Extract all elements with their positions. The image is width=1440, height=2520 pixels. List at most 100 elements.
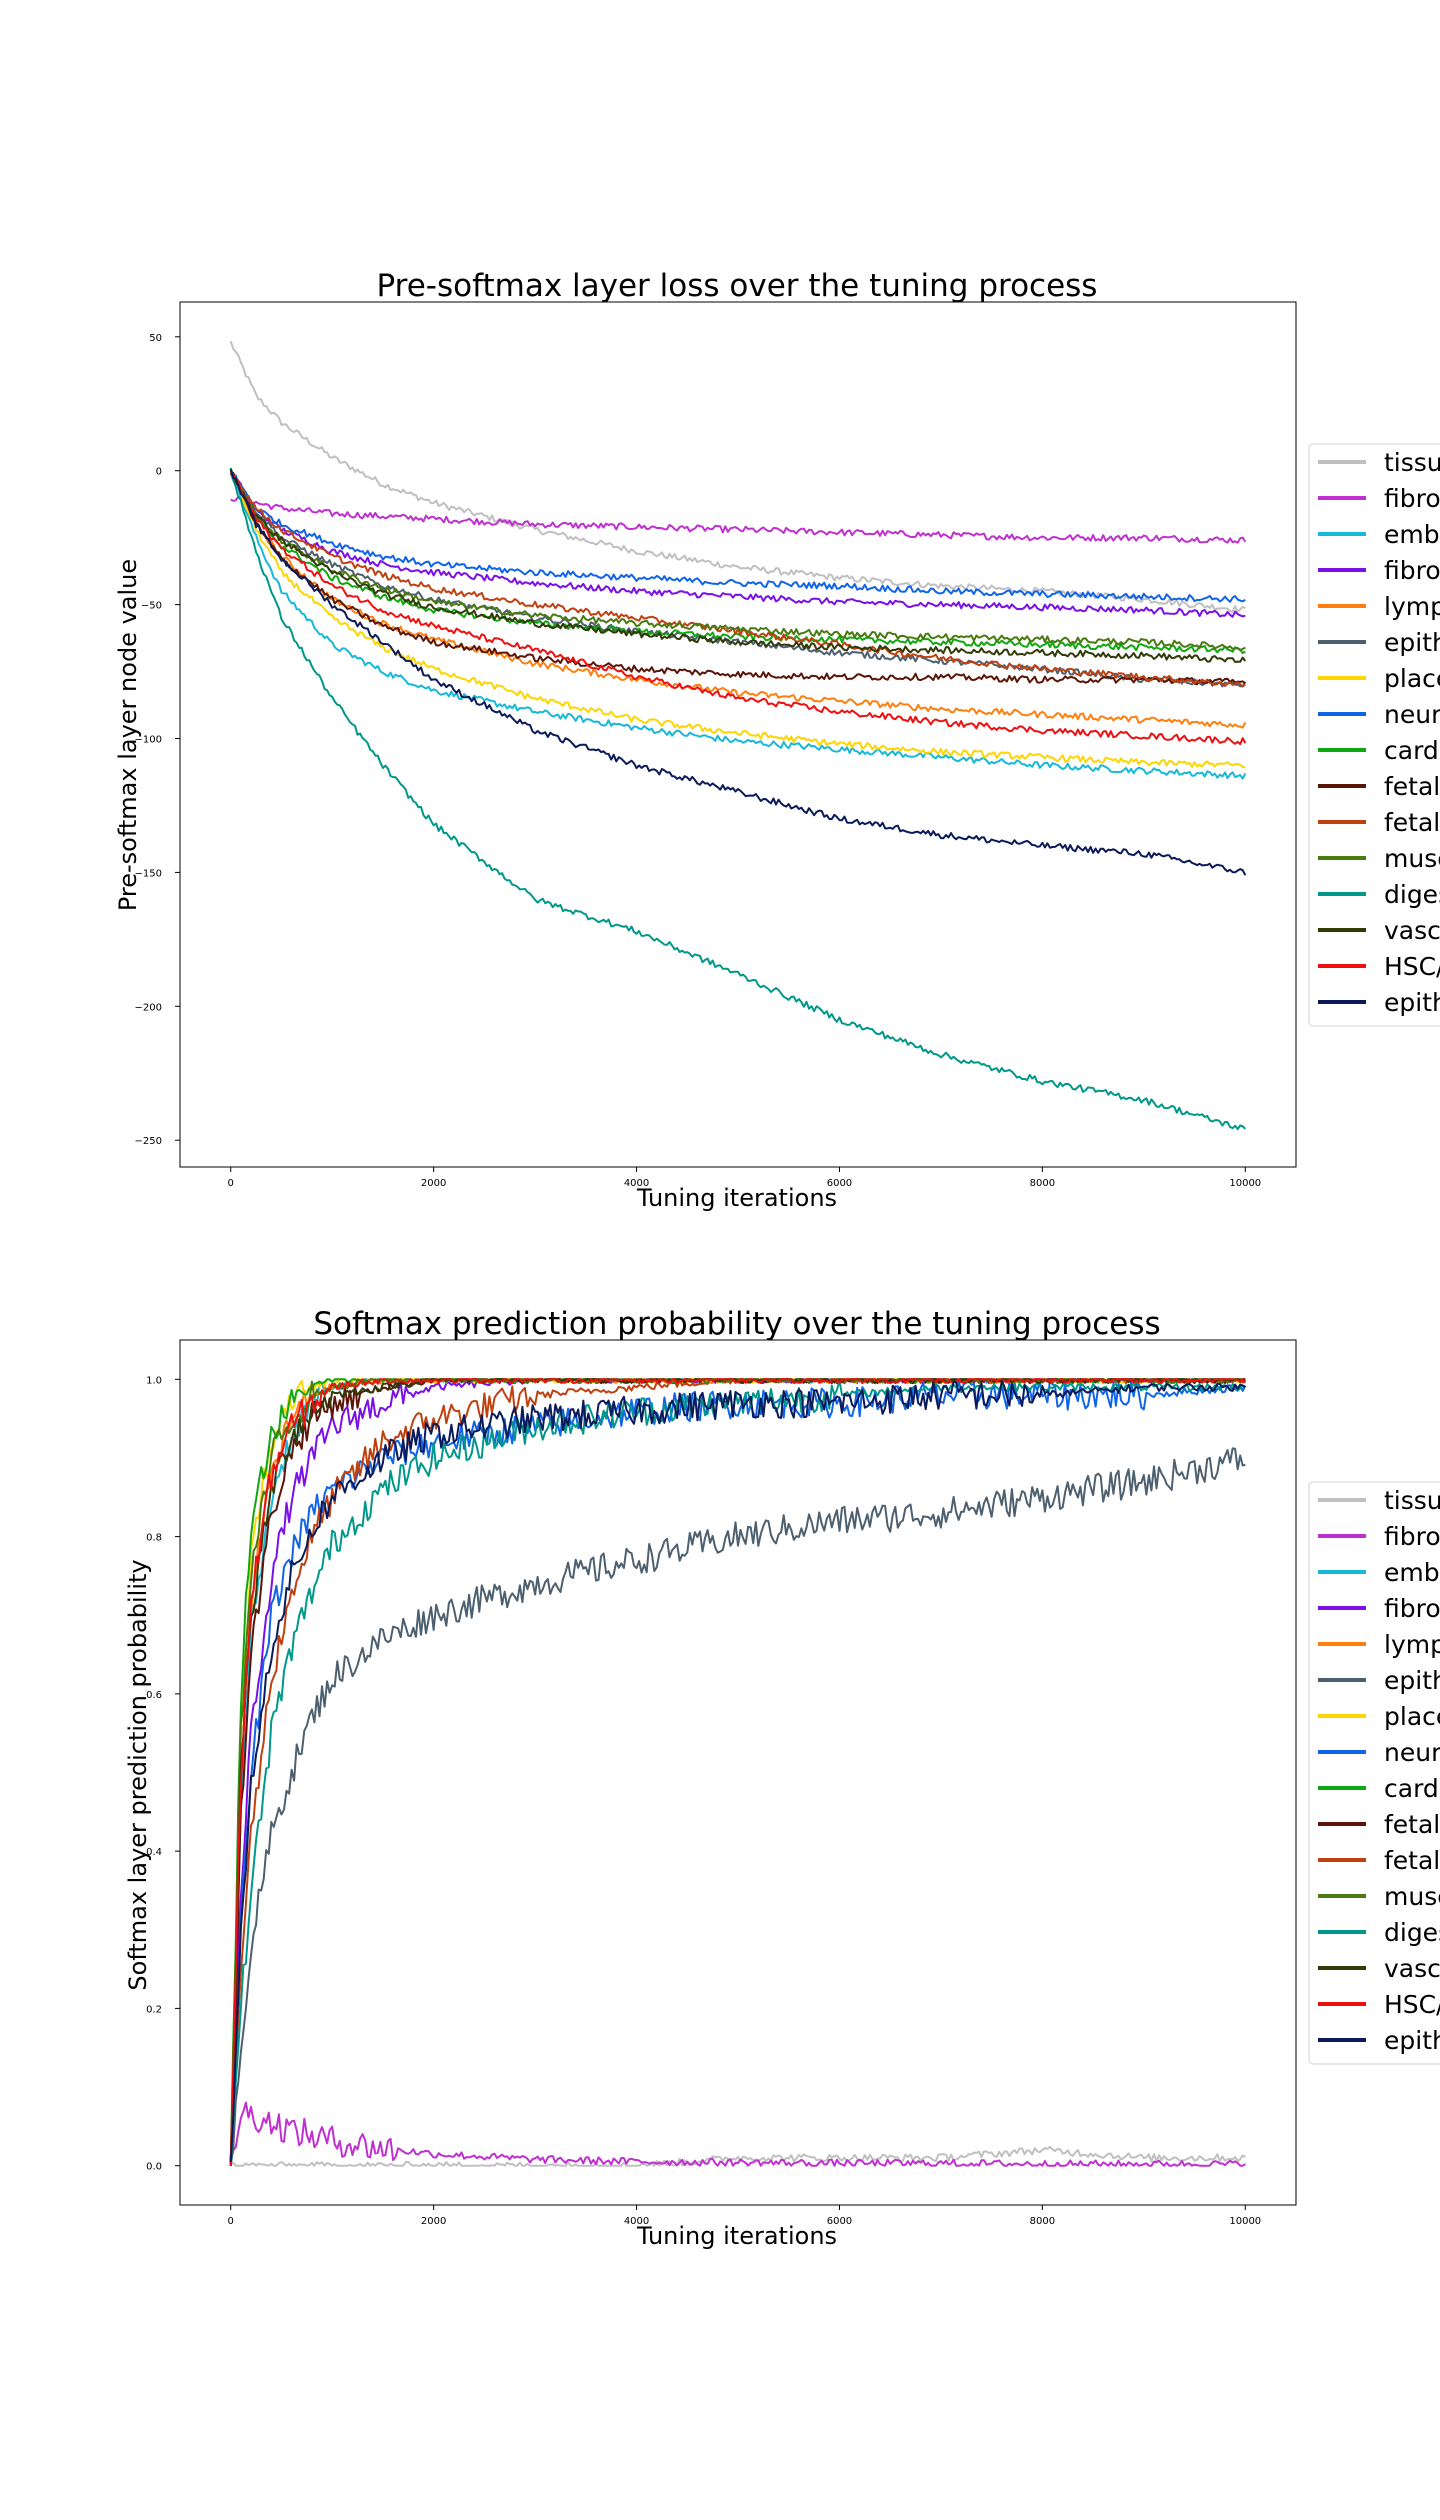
series-line [229, 1380, 1246, 2163]
legend-label: embr [1384, 520, 1440, 549]
series-line [229, 2101, 1246, 2167]
x-tick-label: 0 [228, 2216, 234, 2227]
legend-label: tissu [1384, 448, 1440, 477]
series-line [229, 472, 1247, 688]
legend-label: fetal [1384, 808, 1440, 837]
legend-label: epith [1384, 628, 1440, 657]
plot-frame [179, 1339, 1297, 2206]
series-line [229, 468, 1247, 729]
legend-box [1308, 443, 1440, 1027]
series-line [229, 473, 1247, 780]
legend-label: embr [1384, 1558, 1440, 1587]
x-tick-label: 8000 [1030, 1178, 1055, 1189]
legend-label: place [1384, 664, 1440, 693]
y-tick-label: 50 [149, 333, 162, 344]
legend-label: HSC/ [1384, 952, 1440, 981]
legend-item: fibro [1318, 1522, 1440, 1551]
legend-item: cardi [1318, 736, 1440, 765]
legend-item: musc [1318, 1882, 1440, 1911]
series-line [229, 1379, 1246, 2166]
series-line [229, 1378, 1247, 2166]
legend-item: embr [1318, 520, 1440, 549]
y-tick-label: 0.4 [146, 1847, 162, 1858]
legend-label: neur [1384, 700, 1440, 729]
x-tick-label: 10000 [1229, 1178, 1261, 1189]
chart-title: Softmax prediction probability over the … [313, 1306, 1160, 1342]
legend-label: musc [1384, 844, 1440, 873]
legend-item: musc [1318, 844, 1440, 873]
series-line [229, 472, 1247, 746]
legend-label: vasc [1384, 1954, 1440, 1983]
legend-item: fetal [1318, 1810, 1440, 1839]
series-line [229, 1378, 1247, 2166]
legend: tissu fibro embr fibro lymp epith place neur car… [1308, 443, 1440, 1027]
series-line [229, 470, 1247, 663]
series-line [230, 471, 1246, 686]
series-line [229, 1379, 1247, 2163]
y-tick-label: −100 [135, 735, 162, 746]
legend: tissu fibro embr fibro lymp epith place neur car… [1308, 1481, 1440, 2065]
legend-label: place [1384, 1702, 1440, 1731]
legend-item: neur [1318, 1738, 1440, 1767]
y-tick-label: 0.8 [146, 1533, 162, 1544]
legend-label: vasc [1384, 916, 1440, 945]
legend-label: fibro [1384, 484, 1440, 513]
series-line [229, 1378, 1246, 2164]
legend-item: vasc [1318, 916, 1440, 945]
series-line [230, 472, 1246, 688]
plot-frame [179, 301, 1297, 1168]
legend-label: tissu [1384, 1486, 1440, 1515]
legend-label: fetal [1384, 1846, 1440, 1875]
legend-item: tissu [1318, 1486, 1440, 1515]
x-axis-label: Tuning iterations [636, 1184, 837, 1212]
panel-probability-chart: Softmax prediction probability over the … [124, 1306, 1440, 2250]
series-line [229, 467, 1246, 652]
y-tick-label: 1.0 [146, 1375, 162, 1386]
legend-item: fetal [1318, 1846, 1440, 1875]
y-tick-label: −150 [135, 868, 162, 879]
axis-ticks: 0 2000 4000 6000 8000 10000 50 0 −50 −100 −150 −200… [135, 333, 1262, 1189]
legend-item: fibro [1318, 556, 1440, 585]
legend-item: epith [1318, 988, 1440, 1017]
legend-item: fetal [1318, 772, 1440, 801]
y-tick-label: 0 [156, 467, 162, 478]
legend-label: epith [1384, 1666, 1440, 1695]
legend-label: diges [1384, 880, 1440, 909]
series-line [230, 2145, 1246, 2167]
series-line [229, 1378, 1246, 2166]
x-tick-label: 0 [228, 1178, 234, 1189]
y-tick-label: 0.6 [146, 1690, 162, 1701]
series-line [229, 340, 1246, 613]
axis-ticks: 0 2000 4000 6000 8000 10000 1.0 0.8 0.6 0.4 0.2 0.0 [146, 1375, 1261, 2227]
x-tick-label: 8000 [1030, 2216, 1055, 2227]
legend-item: place [1318, 664, 1440, 693]
legend-item: HSC/ [1318, 952, 1440, 981]
legend-item: diges [1318, 880, 1440, 909]
legend-label: fibro [1384, 1594, 1440, 1623]
legend-item: fibro [1318, 1594, 1440, 1623]
legend-label: fetal [1384, 1810, 1440, 1839]
legend-item: lymp [1318, 592, 1440, 621]
legend-label: epith [1384, 2026, 1440, 2055]
legend-label: lymp [1384, 592, 1440, 621]
legend-label: fibro [1384, 1522, 1440, 1551]
legend-label: cardi [1384, 736, 1440, 765]
legend-item: embr [1318, 1558, 1440, 1587]
legend-item: epith [1318, 2026, 1440, 2055]
plot-lines [229, 340, 1247, 1131]
legend-item: place [1318, 1702, 1440, 1731]
legend-item: fetal [1318, 808, 1440, 837]
legend-label: fetal [1384, 772, 1440, 801]
legend-label: fibro [1384, 556, 1440, 585]
legend-item: diges [1318, 1918, 1440, 1947]
series-line [229, 469, 1247, 876]
legend-label: HSC/ [1384, 1990, 1440, 2019]
x-tick-label: 6000 [827, 1178, 852, 1189]
legend-item: epith [1318, 1666, 1440, 1695]
y-tick-label: 0.2 [146, 2004, 162, 2015]
legend-item: cardi [1318, 1774, 1440, 1803]
y-axis-label: Softmax layer prediction probability [124, 1559, 152, 1990]
y-tick-label: −50 [141, 601, 162, 612]
legend-item: epith [1318, 628, 1440, 657]
series-line [229, 468, 1246, 603]
